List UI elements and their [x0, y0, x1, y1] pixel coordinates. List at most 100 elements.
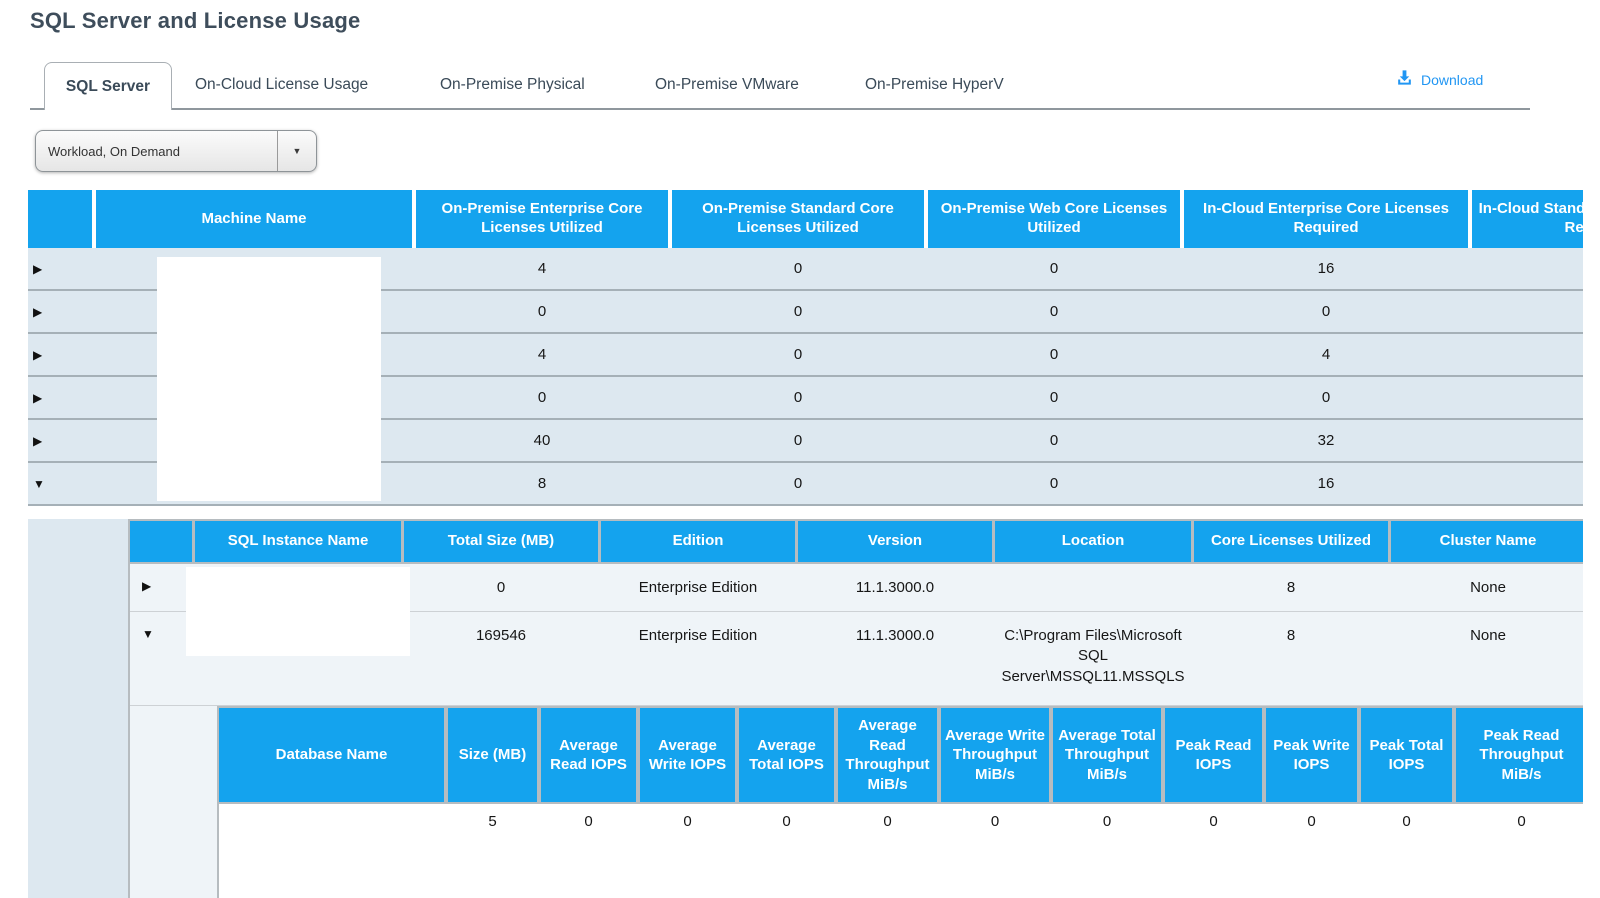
- redaction-overlay: [186, 567, 410, 656]
- value-cell: 0: [1321, 303, 1331, 320]
- column-header-size: Size (MB): [448, 708, 537, 802]
- expand-arrow-icon[interactable]: ▶: [33, 390, 43, 405]
- value-cell: 0: [793, 475, 803, 492]
- value-cell: 32: [1317, 432, 1335, 449]
- expander-column-header: [28, 190, 92, 248]
- column-header-version: Version: [798, 521, 992, 562]
- collapse-arrow-icon[interactable]: ▼: [33, 476, 45, 491]
- instance-location-cell: C:\Program Files\Microsoft SQL Server\MS…: [1001, 627, 1185, 685]
- column-header-core-licenses: Core Licenses Utilized: [1194, 521, 1388, 562]
- redaction-overlay: [157, 257, 381, 501]
- page-title: SQL Server and License Usage: [30, 8, 361, 33]
- value-cell: 0: [1049, 346, 1059, 363]
- column-header-instance-name: SQL Instance Name: [195, 521, 401, 562]
- value-cell: 0: [793, 432, 803, 449]
- value-cell: 0: [883, 813, 892, 830]
- column-header-database-name: Database Name: [219, 708, 444, 802]
- column-header-peak-read-throughput: Peak Read Throughput MiB/s: [1456, 708, 1583, 802]
- expand-arrow-icon[interactable]: ▶: [33, 261, 43, 276]
- tab-sql-server-label: SQL Server: [65, 77, 151, 95]
- collapse-arrow-icon[interactable]: ▼: [142, 627, 154, 641]
- tab-on-premise-physical[interactable]: On-Premise Physical: [440, 76, 585, 93]
- value-cell: 0: [1049, 303, 1059, 320]
- column-header-incloud-enterprise-core: In-Cloud Enterprise Core Licenses Requir…: [1184, 190, 1468, 248]
- column-header-cluster-name: Cluster Name: [1391, 521, 1583, 562]
- machine-license-table: Machine Name On-Premise Enterprise Core …: [28, 190, 1583, 898]
- tab-sql-server[interactable]: SQL Server: [44, 62, 172, 110]
- value-cell: 0: [1321, 389, 1331, 406]
- value-cell: 0: [793, 389, 803, 406]
- instance-row-expanded[interactable]: ▼ 169546 Enterprise Edition 11.1.3000.0 …: [130, 612, 1583, 706]
- column-header-avg-write-throughput: Average Write Throughput MiB/s: [941, 708, 1049, 802]
- tab-on-premise-vmware[interactable]: On-Premise VMware: [655, 76, 799, 93]
- value-cell: 16: [1317, 260, 1335, 277]
- machine-row-expansion-panel: SQL Instance Name Total Size (MB) Editio…: [28, 519, 1583, 898]
- value-cell: 0: [793, 260, 803, 277]
- machine-table-header-row: Machine Name On-Premise Enterprise Core …: [28, 190, 1583, 248]
- value-cell: 0: [990, 813, 1000, 830]
- database-table: Database Name Size (MB) Average Read IOP…: [217, 706, 1583, 898]
- value-cell: 0: [1402, 813, 1411, 830]
- column-header-avg-read-iops: Average Read IOPS: [541, 708, 636, 802]
- value-cell: 8: [1286, 627, 1296, 644]
- value-cell: 0: [537, 389, 547, 406]
- value-cell: 4: [537, 346, 547, 363]
- value-cell: 169546: [475, 627, 527, 644]
- value-cell: 0: [496, 579, 506, 596]
- expand-arrow-icon[interactable]: ▶: [142, 579, 152, 593]
- column-header-avg-total-iops: Average Total IOPS: [739, 708, 834, 802]
- column-header-incloud-standard-core: In-Cloud Standard Core Licenses Required: [1472, 190, 1583, 248]
- tab-on-cloud-license-usage[interactable]: On-Cloud License Usage: [195, 76, 369, 93]
- value-cell: 0: [1307, 813, 1316, 830]
- value-cell: None: [1470, 627, 1506, 644]
- column-header-onprem-standard-core: On-Premise Standard Core Licenses Utiliz…: [672, 190, 924, 248]
- expand-arrow-icon[interactable]: ▶: [33, 304, 43, 319]
- tab-bar-divider: [30, 108, 1530, 110]
- value-cell: [995, 564, 1191, 611]
- value-cell: 0: [1209, 813, 1218, 830]
- tab-on-premise-hyperv[interactable]: On-Premise HyperV: [865, 76, 1004, 93]
- value-cell: 11.1.3000.0: [855, 579, 935, 596]
- value-cell: 0: [1049, 475, 1059, 492]
- value-cell: 16: [1317, 475, 1335, 492]
- value-cell: 11.1.3000.0: [855, 627, 935, 644]
- value-cell: 4: [537, 260, 547, 277]
- column-header-avg-total-throughput: Average Total Throughput MiB/s: [1053, 708, 1161, 802]
- column-header-peak-total-iops: Peak Total IOPS: [1361, 708, 1452, 802]
- value-cell: 0: [793, 346, 803, 363]
- expand-arrow-icon[interactable]: ▶: [33, 433, 43, 448]
- value-cell: 8: [1286, 579, 1296, 596]
- value-cell: 0: [1102, 813, 1112, 830]
- value-cell: Enterprise Edition: [638, 579, 758, 596]
- value-cell: 0: [1049, 260, 1059, 277]
- value-cell: 0: [1049, 389, 1059, 406]
- value-cell: 0: [1049, 432, 1059, 449]
- value-cell: 5: [488, 813, 497, 830]
- column-header-peak-write-iops: Peak Write IOPS: [1266, 708, 1357, 802]
- expander-column-header: [130, 521, 192, 562]
- chevron-down-icon: ▼: [292, 146, 302, 156]
- value-cell: 0: [1517, 813, 1526, 830]
- column-header-total-size: Total Size (MB): [404, 521, 598, 562]
- download-button[interactable]: Download: [1395, 68, 1483, 92]
- database-name-cell: [219, 804, 444, 850]
- column-header-machine-name: Machine Name: [96, 190, 412, 248]
- value-cell: Enterprise Edition: [638, 627, 758, 644]
- column-header-avg-write-iops: Average Write IOPS: [640, 708, 735, 802]
- database-table-header-row: Database Name Size (MB) Average Read IOP…: [219, 708, 1583, 804]
- value-cell: 0: [584, 813, 593, 830]
- expand-arrow-icon[interactable]: ▶: [33, 347, 43, 362]
- instance-row-expansion-panel: Database Name Size (MB) Average Read IOP…: [130, 706, 1583, 898]
- column-header-onprem-enterprise-core: On-Premise Enterprise Core Licenses Util…: [416, 190, 668, 248]
- workload-filter-dropdown[interactable]: Workload, On Demand ▼: [35, 130, 317, 172]
- column-header-avg-read-throughput: Average Read Throughput MiB/s: [838, 708, 937, 802]
- value-cell: 8: [537, 475, 547, 492]
- download-icon: [1395, 68, 1414, 92]
- value-cell: None: [1470, 579, 1506, 596]
- column-header-onprem-web-core: On-Premise Web Core Licenses Utilized: [928, 190, 1180, 248]
- column-header-peak-read-iops: Peak Read IOPS: [1165, 708, 1262, 802]
- download-label: Download: [1421, 72, 1484, 88]
- column-header-edition: Edition: [601, 521, 795, 562]
- database-row[interactable]: 5 0 0 0 0 0 0 0 0 0 0: [219, 804, 1583, 850]
